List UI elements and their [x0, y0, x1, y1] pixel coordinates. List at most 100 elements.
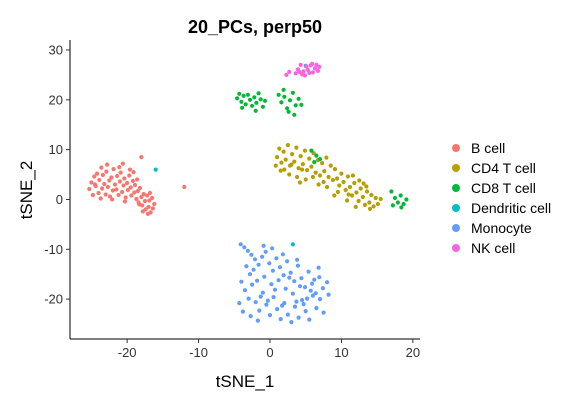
- point-b-cell-17: [109, 175, 114, 180]
- point-cd8-t-cell-16: [276, 92, 281, 97]
- point-cd4-t-cell-65: [278, 168, 283, 173]
- point-monocyte-75: [295, 257, 300, 262]
- point-monocyte-2: [245, 248, 250, 253]
- point-monocyte-20: [310, 281, 315, 286]
- point-cd4-t-cell-48: [289, 162, 294, 167]
- point-dendritic-cell-1: [290, 242, 295, 247]
- point-cd8-t-cell-5: [245, 92, 250, 97]
- legend-key-nk-cell: [452, 244, 460, 252]
- point-b-cell-22: [115, 173, 120, 179]
- point-monocyte-59: [251, 267, 256, 272]
- y-axis-title: tSNE_2: [17, 161, 36, 220]
- point-cd4-t-cell-56: [335, 189, 340, 195]
- x-ticks: -20 -10 0 10 20: [118, 339, 420, 360]
- point-monocyte-72: [280, 252, 285, 257]
- point-monocyte-65: [294, 299, 299, 304]
- point-b-cell-69: [182, 184, 187, 190]
- x-tick-label: -10: [189, 345, 208, 360]
- point-nk-cell-7: [315, 68, 320, 73]
- point-monocyte-11: [277, 265, 283, 270]
- x-axis-title: tSNE_1: [216, 372, 275, 391]
- point-monocyte-0: [238, 242, 243, 247]
- point-monocyte-23: [320, 286, 325, 291]
- point-b-cell-57: [117, 165, 122, 170]
- point-b-cell-56: [105, 162, 110, 167]
- point-b-cell-64: [122, 199, 128, 204]
- y-ticks: -20 -10 0 10 20 30: [44, 42, 70, 307]
- point-cd8-t-cell-8: [252, 95, 257, 100]
- point-monocyte-31: [264, 302, 269, 307]
- point-cd4-t-cell-38: [356, 198, 361, 204]
- point-cd4-t-cell-35: [350, 193, 355, 198]
- point-monocyte-76: [316, 265, 321, 270]
- point-cd8-t-cell-34: [389, 189, 394, 194]
- point-monocyte-37: [285, 312, 290, 317]
- point-cd8-t-cell-36: [314, 153, 319, 158]
- point-monocyte-73: [270, 246, 275, 251]
- x-tick-label: -20: [118, 345, 137, 360]
- point-cd4-t-cell-11: [298, 154, 303, 159]
- point-b-cell-25: [118, 170, 123, 175]
- point-cd4-t-cell-54: [346, 192, 351, 197]
- y-tick-label: 0: [56, 192, 63, 207]
- point-monocyte-40: [296, 315, 301, 320]
- point-monocyte-3: [249, 252, 254, 257]
- point-cd8-t-cell-32: [404, 197, 409, 202]
- point-monocyte-15: [292, 279, 297, 284]
- legend-label-cd8-t-cell: CD8 T cell: [471, 180, 536, 196]
- point-b-cell-21: [114, 187, 119, 192]
- point-cd4-t-cell-59: [295, 174, 300, 180]
- point-cd4-t-cell-31: [341, 179, 346, 185]
- point-cd4-t-cell-53: [321, 179, 326, 185]
- point-b-cell-42: [139, 194, 144, 200]
- point-cd8-t-cell-0: [235, 96, 240, 101]
- point-monocyte-68: [237, 301, 242, 306]
- y-tick-label: 30: [49, 42, 63, 57]
- point-monocyte-58: [244, 264, 249, 269]
- point-nk-cell-15: [287, 69, 292, 74]
- point-b-cell-38: [134, 196, 139, 202]
- point-monocyte-74: [261, 243, 266, 248]
- point-cd4-t-cell-26: [330, 177, 335, 183]
- point-cd8-t-cell-28: [392, 195, 398, 201]
- point-monocyte-44: [310, 293, 315, 298]
- point-monocyte-77: [325, 280, 330, 285]
- x-tick-label: 10: [334, 345, 348, 360]
- point-cd4-t-cell-68: [332, 193, 337, 198]
- point-monocyte-54: [290, 291, 295, 296]
- point-monocyte-67: [308, 288, 313, 293]
- point-nk-cell-3: [304, 64, 309, 69]
- point-monocyte-13: [285, 259, 290, 264]
- point-b-cell-35: [130, 178, 135, 184]
- y-tick-label: -20: [44, 292, 63, 307]
- point-monocyte-27: [250, 282, 255, 287]
- point-b-cell-47: [145, 193, 150, 198]
- point-cd4-t-cell-62: [345, 198, 350, 203]
- point-b-cell-67: [131, 170, 136, 175]
- point-nk-cell-6: [312, 66, 318, 71]
- point-monocyte-63: [280, 303, 285, 308]
- point-monocyte-16: [295, 263, 300, 268]
- legend-label-dendritic-cell: Dendritic cell: [471, 200, 551, 216]
- point-cd8-t-cell-35: [399, 205, 404, 210]
- point-nk-cell-12: [308, 63, 313, 68]
- point-monocyte-12: [281, 273, 286, 278]
- point-b-cell-13: [104, 169, 109, 174]
- point-b-cell-36: [132, 190, 137, 195]
- legend-key-b-cell: [452, 144, 460, 152]
- x-tick-label: 0: [266, 345, 273, 360]
- point-b-cell-49: [147, 198, 152, 203]
- point-cd8-t-cell-39: [312, 160, 317, 165]
- point-b-cell-58: [127, 167, 133, 172]
- point-b-cell-54: [140, 209, 145, 214]
- point-cd4-t-cell-1: [277, 146, 282, 151]
- point-b-cell-39: [135, 188, 140, 194]
- point-cd8-t-cell-38: [309, 148, 314, 153]
- point-b-cell-66: [147, 190, 153, 196]
- point-monocyte-52: [276, 278, 281, 283]
- point-cd4-t-cell-13: [302, 148, 308, 153]
- y-tick-label: 20: [49, 92, 63, 107]
- point-cd4-t-cell-20: [317, 173, 323, 178]
- point-monocyte-78: [326, 292, 331, 297]
